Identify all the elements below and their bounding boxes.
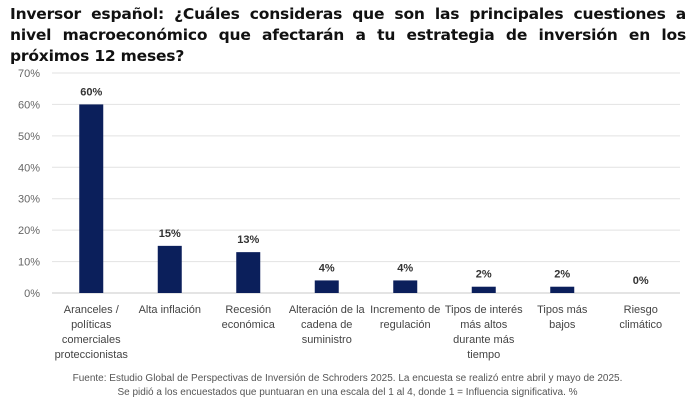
x-category-label: Riesgo climático [619,304,662,331]
bar [393,280,418,293]
x-category-label-line: durante más [453,334,515,346]
y-tick-label: 50% [18,131,40,143]
x-category-label: Aranceles / políticas comerciales proteccio… [55,304,129,361]
data-label: 2% [554,269,570,281]
y-tick-label: 40% [18,162,40,174]
x-category-label: Alteración de la cadena de suministro [289,304,366,346]
x-category-label-line: comerciales [62,334,121,346]
x-category-label-line: climático [619,319,662,331]
x-category-label-line: cadena de [301,319,352,331]
footer-note: Se pidió a los encuestados que puntuaran… [117,387,578,398]
y-tick-label: 70% [18,68,40,80]
y-tick-label: 10% [18,257,40,269]
bar [157,245,182,293]
x-category-label-line: bajos [549,319,576,331]
footer-source: Fuente: Estudio Global de Perspectivas d… [72,373,623,384]
x-category-label-line: Tipos de interés [445,304,523,316]
x-category-label-line: Riesgo [624,304,658,316]
bar [314,280,339,293]
data-label: 4% [397,262,413,274]
data-label: 0% [633,275,649,287]
x-category-label: Alta inflación [139,304,201,316]
x-category-label-line: Alteración de la [289,304,366,316]
y-tick-label: 20% [18,225,40,237]
x-category-label-line: regulación [380,319,431,331]
bar [79,104,104,293]
data-label: 60% [80,86,102,98]
x-category-label-line: Incremento de [370,304,440,316]
data-label: 13% [237,234,259,246]
x-category-label: Recesión económica [222,304,276,331]
bar [471,286,496,293]
x-category-label-line: Alta inflación [139,304,201,316]
y-tick-label: 60% [18,99,40,111]
y-tick-label: 0% [24,288,40,300]
x-category-label-line: políticas [71,319,112,331]
x-category-label-line: económica [222,319,276,331]
x-category-label-line: Recesión [225,304,271,316]
x-category-label-line: más altos [460,319,508,331]
x-category-label-line: proteccionistas [55,349,129,361]
bar [550,286,575,293]
y-tick-label: 30% [18,194,40,206]
data-label: 2% [476,269,492,281]
data-label: 15% [159,228,181,240]
x-category-label-line: Aranceles / [64,304,120,316]
x-category-label: Incremento de regulación [370,304,440,331]
bar-chart: 0% 10% 20% 30% 40% 50% 60% 70% 60% Aranceles / pol… [18,68,680,361]
data-label: 4% [319,262,335,274]
bar [236,252,261,293]
x-category-label-line: Tipos más [537,304,588,316]
x-category-label: Tipos más bajos [537,304,588,331]
x-category-label: Tipos de interés más altos durante más tiem… [445,304,523,361]
x-category-label-line: tiempo [467,349,500,361]
chart-title: Inversor español: ¿Cuáles consideras que… [10,5,686,65]
x-category-label-line: suministro [302,334,352,346]
